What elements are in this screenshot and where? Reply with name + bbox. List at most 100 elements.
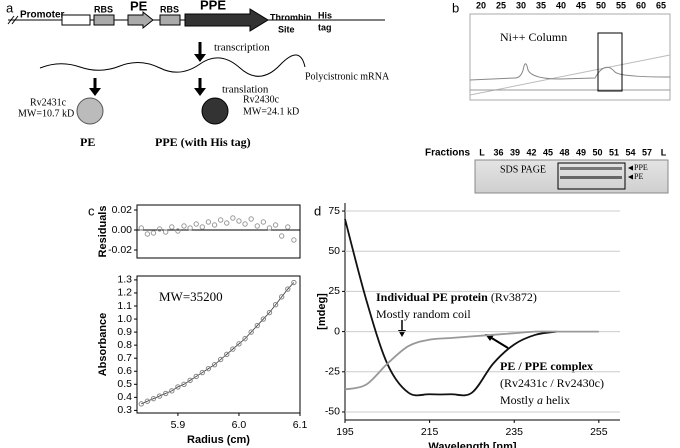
data-point (248, 329, 254, 335)
label: Thrombin (270, 12, 312, 22)
label: tag (318, 22, 332, 32)
x-tick-label: 5.9 (171, 419, 186, 431)
fraction-tick: 45 (576, 0, 586, 10)
arrow-head (398, 330, 406, 337)
y-tick-label: 0.9 (117, 326, 132, 338)
label: Fractions (425, 148, 470, 159)
data-point (217, 356, 224, 363)
label: RBS (94, 4, 113, 14)
data-point (169, 388, 175, 394)
arrow (489, 336, 509, 349)
data-point (199, 224, 206, 230)
y-axis-label: Absorbance (97, 313, 109, 377)
data-point (193, 221, 199, 227)
label: PE (130, 0, 148, 13)
y-tick-label: -50 (325, 406, 340, 418)
data-point (211, 222, 218, 228)
data-point (236, 341, 242, 347)
x-tick-label: 195 (336, 426, 354, 438)
rbs-box (159, 14, 181, 26)
gel-band (560, 176, 622, 179)
annotation-text: Mostly (500, 393, 534, 407)
arrow-head (194, 88, 206, 96)
data-point (144, 231, 151, 237)
y-tick-label: 1.0 (117, 313, 132, 325)
data-point (162, 229, 169, 235)
fraction-tick: 65 (656, 0, 666, 10)
annotation: Mostly a helix (500, 393, 570, 407)
x-tick-label: 215 (421, 426, 439, 438)
y-tick-label: 0.02 (112, 204, 133, 216)
x-axis-label: Radius (cm) (187, 434, 250, 446)
ppe-protein (201, 97, 229, 125)
data-point (224, 351, 230, 357)
lane-label: 50 (592, 147, 602, 157)
label: transcription (214, 42, 270, 54)
x-tick-label: 235 (505, 426, 523, 438)
data-point (175, 228, 181, 234)
label: Rv2430c (243, 94, 280, 105)
fraction-tick: 50 (596, 0, 606, 10)
data-point (138, 401, 144, 407)
label: MW=10.7 kD (18, 108, 74, 119)
band-pointer (628, 174, 633, 180)
data-point (150, 230, 157, 236)
plot-frame (136, 204, 301, 259)
data-point (242, 221, 248, 227)
promoter-box (61, 14, 91, 26)
panel-label: b (452, 0, 459, 15)
y-tick-label: 1.2 (117, 287, 132, 299)
data-point (260, 219, 267, 225)
arrow-head (89, 88, 101, 96)
band-pointer (628, 165, 633, 171)
purification-panel: Ni++ Column Fractions SDS PAGE PPE PE (425, 13, 671, 194)
cd-annotations: Individual PE protein (Rv3872) Mostly ra… (376, 290, 604, 407)
fraction-tick: 35 (536, 0, 546, 10)
lane-label: 54 (625, 147, 635, 157)
data-point (230, 346, 236, 352)
annotation-text: helix (546, 393, 570, 407)
x-axis-label: Wavelength [nm] (428, 441, 517, 448)
label: Promoter (20, 10, 65, 21)
data-point (156, 226, 163, 232)
annotation: MW=35200 (159, 289, 223, 304)
fraction-tick: 25 (496, 0, 506, 10)
rbs-box (93, 14, 115, 26)
selection-box (597, 32, 623, 92)
data-point (199, 369, 206, 376)
annotation: Individual PE protein (Rv3872) (376, 290, 537, 304)
label: Ni++ Column (500, 30, 567, 44)
lane-label: 48 (559, 147, 569, 157)
annotation: PE / PPE complex (500, 359, 593, 373)
data-point (150, 395, 157, 402)
data-point (193, 373, 199, 380)
x-tick-label: 255 (590, 426, 608, 438)
data-point (187, 377, 193, 384)
chromatogram-trace (469, 63, 671, 81)
annotation: (Rv2431c / Rv2430c) (500, 376, 604, 390)
annotation-text: a (537, 393, 543, 407)
label: PE (80, 135, 95, 149)
data-point (211, 362, 218, 368)
lane-label: 36 (493, 147, 503, 157)
data-point (254, 322, 260, 329)
panel-label: c (88, 203, 95, 218)
data-point (285, 286, 291, 292)
data-point (224, 220, 230, 226)
lane-label: 57 (642, 147, 652, 157)
lane-label: L (479, 147, 485, 157)
fraction-tick: 40 (556, 0, 566, 10)
fraction-tick: 60 (636, 0, 646, 10)
annotation: Mostly random coil (376, 307, 471, 321)
label: Rv2431c (30, 97, 67, 108)
data-point (285, 224, 291, 230)
data-point (266, 309, 273, 316)
y-tick-label: -25 (325, 366, 340, 378)
data-point (260, 316, 267, 322)
y-tick-label: 50 (328, 245, 340, 257)
ppe-arrow (184, 8, 269, 32)
data-point (266, 225, 273, 231)
y-tick-label: 0.00 (112, 224, 133, 236)
data-point (156, 393, 163, 399)
data-point (205, 365, 212, 372)
